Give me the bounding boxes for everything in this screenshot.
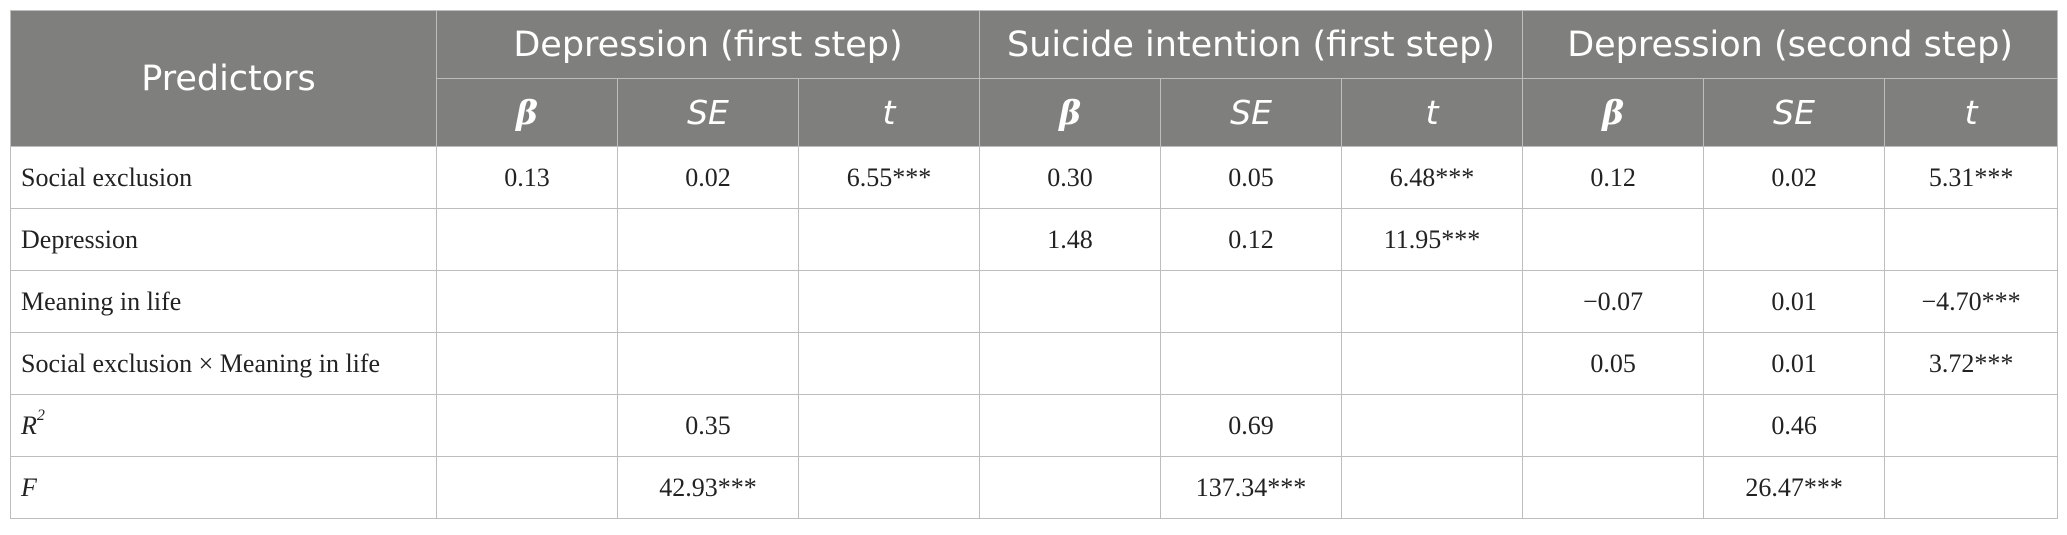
regression-results-table: Predictors Depression (first step) Suici…: [10, 10, 2059, 519]
predictor-label: Social exclusion: [10, 146, 437, 209]
table-cell: [979, 270, 1162, 333]
table-cell: [617, 270, 799, 333]
table-cell: [979, 394, 1162, 457]
table-cell: [1160, 332, 1343, 395]
se-header: SE: [1160, 78, 1343, 147]
r-squared-value: 0.46: [1703, 394, 1886, 457]
table-cell: −4.70***: [1884, 270, 2059, 333]
table-cell: 0.12: [1160, 208, 1343, 271]
f-statistic-value: 137.34***: [1160, 456, 1343, 519]
table-cell: [436, 394, 618, 457]
table-cell: [797, 332, 981, 395]
r-squared-superscript: 2: [36, 406, 45, 424]
table-cell: [1522, 208, 1705, 271]
table-cell: 6.55***: [797, 146, 981, 209]
table-body: Social exclusion 0.13 0.02 6.55*** 0.30 …: [10, 146, 2059, 519]
table-cell: 5.31***: [1884, 146, 2059, 209]
table-cell: [797, 456, 981, 519]
table-cell: [1522, 456, 1705, 519]
f-statistic-value: 26.47***: [1703, 456, 1886, 519]
table-cell: [979, 456, 1162, 519]
group-header-suicide-intention-first: Suicide intention (first step): [979, 10, 1524, 79]
header-group-row: Predictors Depression (first step) Suici…: [10, 10, 2059, 147]
table-cell: [1341, 456, 1524, 519]
table-cell: 0.13: [436, 146, 618, 209]
table-cell: −0.07: [1522, 270, 1705, 333]
table-cell: [797, 394, 981, 457]
group-header-depression-second: Depression (second step): [1522, 10, 2059, 79]
se-header: SE: [617, 78, 799, 147]
table-cell: 0.01: [1703, 332, 1886, 395]
predictor-label: Meaning in life: [10, 270, 437, 333]
f-statistic-value: 42.93***: [617, 456, 799, 519]
table-cell: 0.05: [1522, 332, 1705, 395]
t-header: t: [797, 78, 981, 147]
table-cell: 0.12: [1522, 146, 1705, 209]
table-row: Meaning in life −0.07 0.01 −4.70***: [10, 270, 2059, 333]
se-header: SE: [1703, 78, 1886, 147]
table-cell: [1341, 332, 1524, 395]
table-header: Predictors Depression (first step) Suici…: [10, 10, 2059, 147]
table-cell: 11.95***: [1341, 208, 1524, 271]
r-squared-row: R2 0.35 0.69 0.46: [10, 394, 2059, 457]
f-statistic-row: F 42.93*** 137.34*** 26.47***: [10, 456, 2059, 519]
table-cell: [1884, 394, 2059, 457]
table-cell: [1522, 394, 1705, 457]
table-cell: 0.01: [1703, 270, 1886, 333]
table-cell: 0.02: [1703, 146, 1886, 209]
group-header-depression-first: Depression (first step): [435, 10, 981, 79]
beta-header: β: [979, 78, 1162, 147]
table-cell: [1341, 394, 1524, 457]
table-cell: [1341, 270, 1524, 333]
r-squared-label: R2: [10, 394, 437, 457]
table-cell: [797, 270, 981, 333]
beta-header: β: [1522, 78, 1705, 147]
table-cell: [1884, 208, 2059, 271]
table-row: Social exclusion × Meaning in life 0.05 …: [10, 332, 2059, 395]
r-squared-label-text: R: [21, 410, 37, 440]
table-cell: [1160, 270, 1343, 333]
r-squared-value: 0.69: [1160, 394, 1343, 457]
r-squared-value: 0.35: [617, 394, 799, 457]
predictors-header: Predictors: [10, 10, 437, 147]
t-header: t: [1341, 78, 1524, 147]
table-cell: [436, 270, 618, 333]
predictor-label: Depression: [10, 208, 437, 271]
header-sub-row: β SE t β SE t β SE t: [11, 78, 2059, 147]
t-header: t: [1884, 78, 2059, 147]
table-cell: [617, 332, 799, 395]
table-cell: 6.48***: [1341, 146, 1524, 209]
table-cell: [436, 456, 618, 519]
table-cell: 1.48: [979, 208, 1162, 271]
table-cell: [617, 208, 799, 271]
predictor-label: Social exclusion × Meaning in life: [10, 332, 437, 395]
table-cell: [1884, 456, 2059, 519]
table-cell: [797, 208, 981, 271]
table-cell: [436, 208, 618, 271]
table-cell: 0.05: [1160, 146, 1343, 209]
beta-header: β: [436, 78, 618, 147]
table-row: Social exclusion 0.13 0.02 6.55*** 0.30 …: [10, 146, 2059, 209]
table-cell: [436, 332, 618, 395]
table-row: Depression 1.48 0.12 11.95***: [10, 208, 2059, 271]
table-cell: [1703, 208, 1886, 271]
f-statistic-label: F: [10, 456, 437, 519]
table-cell: 0.02: [617, 146, 799, 209]
table-cell: 3.72***: [1884, 332, 2059, 395]
table-cell: 0.30: [979, 146, 1162, 209]
table-cell: [979, 332, 1162, 395]
